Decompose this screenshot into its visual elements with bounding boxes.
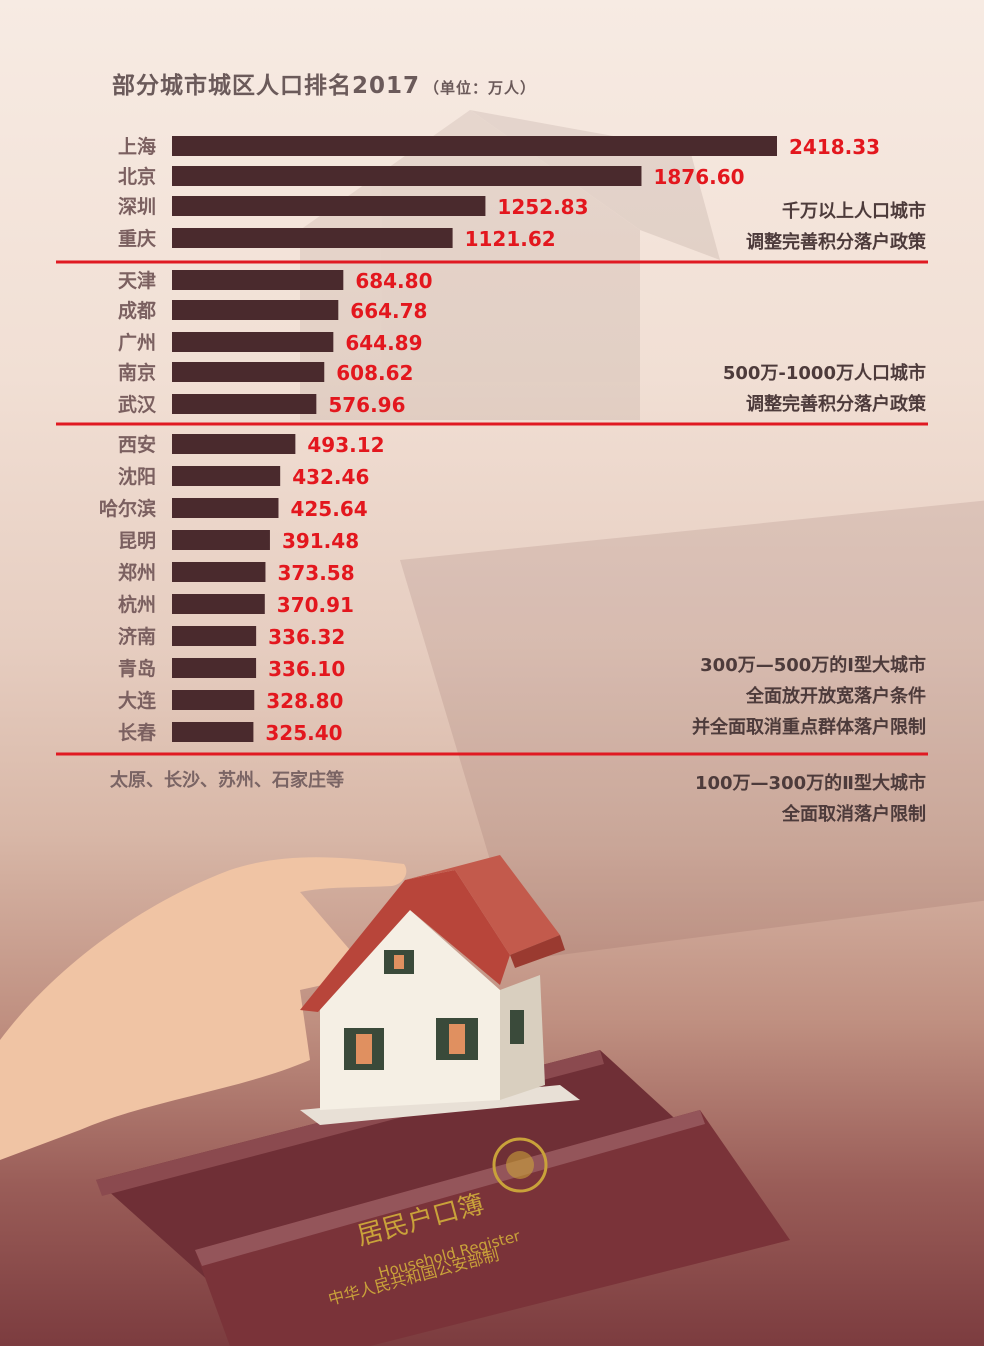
value-label-13: 391.48 bbox=[282, 529, 359, 553]
bar-group: 上海 2418.33 北京 1876.60 深圳 1252.83 重庆 1121.62 天津 68… bbox=[99, 135, 880, 745]
value-label-11: 432.46 bbox=[292, 465, 369, 489]
value-label-12: 425.64 bbox=[290, 497, 367, 521]
value-label-18: 328.80 bbox=[266, 689, 343, 713]
bar-7 bbox=[172, 332, 334, 352]
chart-title: 部分城市城区人口排名2017 （单位：万人） bbox=[112, 66, 536, 100]
group-note-4-line-2: 全面取消落户限制 bbox=[782, 804, 926, 825]
front-booklet-edge bbox=[195, 1110, 705, 1266]
category-label-10: 西安 bbox=[118, 433, 156, 456]
value-label-2: 1876.60 bbox=[653, 165, 744, 189]
value-label-3: 1252.83 bbox=[497, 195, 588, 219]
category-label-11: 沈阳 bbox=[118, 465, 156, 488]
category-label-9: 武汉 bbox=[118, 394, 157, 416]
bar-3 bbox=[172, 196, 486, 216]
bar-16 bbox=[172, 626, 257, 646]
value-label-16: 336.32 bbox=[268, 625, 345, 649]
category-label-1: 上海 bbox=[118, 135, 156, 158]
front-booklet-icon bbox=[195, 1110, 790, 1346]
group-note-4: 100万—300万的Ⅱ型大城市 全面取消落户限制 bbox=[695, 768, 926, 830]
category-label-5: 天津 bbox=[118, 269, 156, 292]
category-label-7: 广州 bbox=[118, 331, 156, 354]
group-note-1-line-1: 千万以上人口城市 bbox=[782, 201, 926, 222]
category-label-4: 重庆 bbox=[118, 227, 156, 250]
divider-group bbox=[56, 260, 928, 756]
value-label-9: 576.96 bbox=[328, 393, 405, 417]
category-label-8: 南京 bbox=[118, 361, 156, 384]
bar-4 bbox=[172, 228, 453, 248]
value-label-6: 664.78 bbox=[350, 299, 427, 323]
value-label-8: 608.62 bbox=[336, 361, 413, 385]
national-emblem-icon bbox=[492, 1137, 548, 1193]
category-label-17: 青岛 bbox=[118, 657, 156, 680]
group-note-2-line-1: 500万-1000万人口城市 bbox=[722, 363, 926, 384]
bar-18 bbox=[172, 690, 255, 710]
bar-11 bbox=[172, 466, 281, 486]
bar-10 bbox=[172, 434, 296, 454]
value-label-19: 325.40 bbox=[265, 721, 342, 745]
bar-8 bbox=[172, 362, 325, 382]
other-cities-text: 太原、长沙、苏州、石家庄等 bbox=[110, 770, 344, 791]
group-note-1-line-2: 调整完善积分落户政策 bbox=[746, 232, 926, 253]
category-label-19: 长春 bbox=[118, 721, 156, 744]
bar-1 bbox=[172, 136, 777, 156]
group-note-3: 300万—500万的Ⅰ型大城市 全面放开放宽落户条件 并全面取消重点群体落户限制 bbox=[692, 650, 926, 743]
value-label-5: 684.80 bbox=[355, 269, 432, 293]
bar-6 bbox=[172, 300, 339, 320]
bar-13 bbox=[172, 530, 270, 550]
group-note-4-line-1: 100万—300万的Ⅱ型大城市 bbox=[694, 773, 926, 794]
bar-9 bbox=[172, 394, 317, 414]
chart-title-text: 部分城市城区人口排名2017 bbox=[112, 73, 421, 99]
bar-15 bbox=[172, 594, 265, 614]
group-note-3-line-2: 全面放开放宽落户条件 bbox=[746, 686, 926, 707]
bar-17 bbox=[172, 658, 257, 678]
group-note-3-line-1: 300万—500万的Ⅰ型大城市 bbox=[700, 655, 926, 676]
bar-12 bbox=[172, 498, 279, 518]
chart-unit: （单位：万人） bbox=[424, 79, 537, 97]
category-label-12: 哈尔滨 bbox=[99, 497, 156, 520]
group-note-2: 500万-1000万人口城市 调整完善积分落户政策 bbox=[723, 358, 926, 420]
bar-19 bbox=[172, 722, 254, 742]
value-label-4: 1121.62 bbox=[465, 227, 556, 251]
bar-2 bbox=[172, 166, 642, 186]
value-label-1: 2418.33 bbox=[789, 135, 880, 159]
house-model-icon bbox=[300, 855, 580, 1125]
group-note-1: 千万以上人口城市 调整完善积分落户政策 bbox=[746, 196, 926, 258]
value-label-10: 493.12 bbox=[307, 433, 384, 457]
bar-5 bbox=[172, 270, 344, 290]
category-label-16: 济南 bbox=[118, 625, 156, 648]
bar-14 bbox=[172, 562, 266, 582]
category-label-3: 深圳 bbox=[118, 195, 156, 218]
category-label-6: 成都 bbox=[118, 299, 156, 322]
category-label-18: 大连 bbox=[118, 689, 157, 712]
category-label-13: 昆明 bbox=[118, 530, 156, 552]
category-label-15: 杭州 bbox=[118, 593, 156, 616]
value-label-15: 370.91 bbox=[277, 593, 354, 617]
value-label-14: 373.58 bbox=[277, 561, 354, 585]
hand-icon bbox=[0, 857, 407, 1160]
faded-booklet-icon bbox=[400, 500, 984, 960]
group-note-2-line-2: 调整完善积分落户政策 bbox=[746, 394, 926, 415]
group-note-3-line-3: 并全面取消重点群体落户限制 bbox=[692, 717, 926, 738]
category-label-14: 郑州 bbox=[118, 562, 156, 584]
category-label-2: 北京 bbox=[118, 165, 156, 188]
value-label-17: 336.10 bbox=[268, 657, 345, 681]
value-label-7: 644.89 bbox=[345, 331, 422, 355]
